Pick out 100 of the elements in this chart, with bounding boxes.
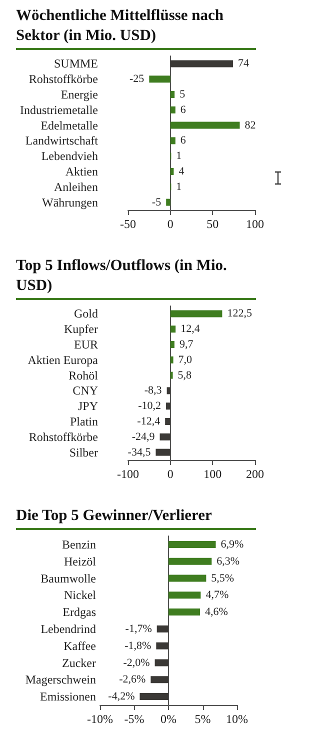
data-label: 6 [180, 134, 186, 147]
x-tick-label: 0 [167, 217, 174, 231]
bar [165, 418, 170, 425]
y-tick-label: Währungen [42, 195, 98, 210]
x-tick-label: 100 [204, 467, 222, 481]
x-tick-label: 0% [160, 712, 176, 726]
y-tick-label: Edelmetalle [40, 118, 98, 132]
data-label: 1 [176, 150, 182, 162]
data-label: 122,5 [227, 308, 252, 320]
y-tick-label: Silber [69, 445, 98, 460]
bar [156, 448, 170, 456]
y-tick-label: Aktien [65, 164, 98, 178]
y-tick-label: Gold [74, 306, 98, 321]
y-tick-label: Platin [70, 414, 98, 428]
y-tick-label: Rohöl [68, 368, 99, 382]
data-label: -2,0% [123, 656, 150, 669]
y-tick-label: Emissionen [40, 690, 96, 704]
bar [149, 76, 170, 83]
data-label: -4,2% [108, 690, 135, 703]
y-tick-label: Baumwolle [40, 571, 96, 586]
y-tick-label: Erdgas [62, 605, 96, 620]
y-tick-label: Heizöl [64, 554, 97, 568]
data-label: 4 [178, 166, 185, 178]
data-label: -1,8% [124, 640, 152, 652]
data-label: 82 [244, 119, 256, 132]
y-tick-label: Landwirtschaft [25, 134, 99, 148]
y-tick-label: EUR [74, 338, 98, 352]
data-label: -2,6% [119, 674, 146, 686]
bar [166, 198, 170, 206]
y-tick-label: Rohstoffkörbe [28, 72, 98, 86]
bar [166, 387, 170, 394]
bar [160, 433, 170, 440]
y-tick-label: Anleihen [54, 180, 98, 194]
y-tick-label: Zucker [62, 656, 96, 670]
bar [166, 402, 170, 410]
bar [170, 106, 176, 114]
data-label: 4,6% [205, 606, 228, 618]
data-label: -10,2 [138, 400, 162, 412]
data-label: -25 [129, 73, 145, 86]
data-label: -12,4 [137, 416, 161, 428]
bar [156, 625, 168, 632]
data-label: -1,7% [125, 622, 152, 635]
bar [150, 676, 168, 684]
y-tick-label: Kupfer [64, 322, 98, 336]
bar [168, 540, 216, 548]
bar [170, 326, 176, 333]
bar [170, 372, 173, 379]
data-label: -34,5 [128, 446, 152, 458]
bar [168, 574, 206, 582]
data-label: -5 [152, 196, 162, 208]
data-label: -24,9 [132, 430, 156, 443]
x-tick-label: 10% [226, 712, 248, 726]
data-label: 7,0 [178, 354, 193, 366]
data-label: 5 [180, 88, 186, 100]
y-tick-label: Benzin [62, 537, 96, 552]
bar [168, 558, 212, 565]
chart-title: Wöchentliche Mittelflüsse nach Sektor (in Mio. USD) [16, 6, 256, 50]
x-tick-label: -100 [117, 467, 139, 481]
bar [170, 356, 174, 364]
bar [170, 310, 222, 318]
x-tick-label: -10% [87, 712, 113, 726]
x-tick-label: -5% [124, 712, 144, 726]
x-tick-label: 5% [194, 712, 211, 726]
data-label: 74 [238, 58, 250, 70]
x-tick-label: 200 [246, 467, 264, 481]
data-label: 12,4 [180, 323, 200, 336]
bar [168, 608, 200, 616]
data-label: 5,8 [178, 369, 192, 382]
y-tick-label: Industriemetalle [20, 102, 98, 117]
bar [170, 91, 175, 98]
y-tick-label: SUMME [54, 56, 98, 71]
y-tick-label: Lebendrind [40, 622, 96, 636]
y-tick-label: Energie [60, 88, 98, 102]
bar [170, 341, 174, 348]
chart-title: Die Top 5 Gewinner/Verlierer [16, 506, 256, 530]
y-tick-label: Kaffee [64, 638, 96, 653]
y-tick-label: JPY [78, 399, 98, 414]
data-label: 6 [180, 104, 186, 116]
y-tick-label: Nickel [64, 588, 97, 602]
bar [140, 693, 168, 700]
data-label: -8,3 [144, 384, 162, 397]
x-tick-label: 0 [167, 467, 174, 481]
y-tick-label: Lebendvieh [41, 149, 98, 164]
bar [170, 137, 176, 144]
x-tick-label: -50 [120, 217, 136, 231]
bar [156, 642, 168, 650]
bar [170, 122, 240, 129]
bar [168, 592, 201, 599]
data-label: 9,7 [179, 338, 194, 350]
data-label: 5,5% [211, 572, 234, 584]
y-tick-label: CNY [72, 384, 98, 398]
chart-title: Top 5 Inflows/Outflows (in Mio. USD) [16, 256, 256, 300]
bar [154, 659, 168, 666]
x-tick-label: 50 [206, 217, 219, 231]
x-tick-label: 100 [246, 217, 264, 231]
data-label: 6,3% [216, 555, 240, 568]
y-tick-label: Magerschwein [25, 672, 96, 687]
data-label: 6,9% [220, 538, 244, 550]
y-tick-label: Rohstoffkörbe [28, 430, 98, 444]
y-tick-label: Aktien Europa [28, 352, 99, 367]
